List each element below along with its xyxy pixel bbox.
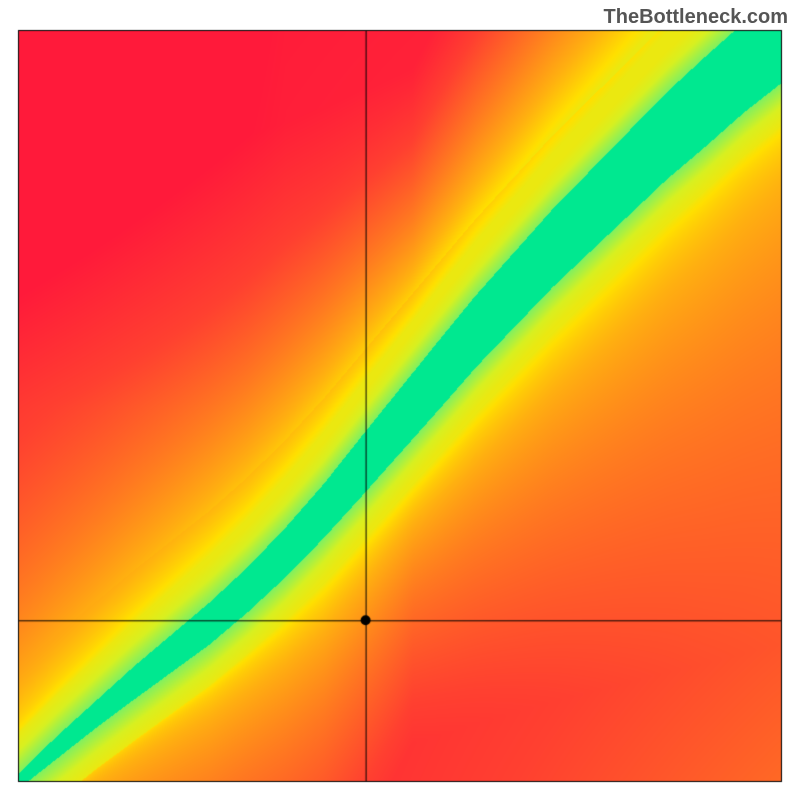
watermark-text: TheBottleneck.com <box>604 6 788 29</box>
chart-container: TheBottleneck.com <box>0 0 800 800</box>
heatmap-canvas <box>0 0 800 800</box>
